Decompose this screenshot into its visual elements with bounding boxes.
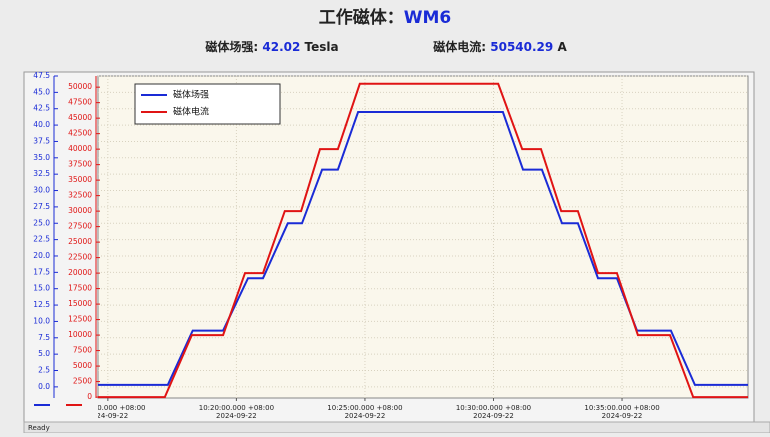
status-bar	[23, 421, 770, 434]
y2-tick-label: 15000	[68, 299, 92, 308]
title: 工作磁体：WM6	[319, 7, 452, 28]
x-tick-label: 10:25:00.000 +08:00	[327, 404, 402, 412]
y-tick-label: 20.0	[33, 251, 50, 260]
legend-label: 磁体电流	[173, 106, 209, 118]
y2-tick-label: 45000	[68, 113, 92, 122]
y2-tick-label: 0	[87, 392, 92, 401]
field-unit: Tesla	[305, 40, 339, 54]
y-tick-label: 15.0	[33, 284, 50, 293]
y2-tick-label: 42500	[68, 129, 92, 138]
y-tick-label: 35.0	[33, 153, 50, 162]
y2-tick-label: 20000	[68, 268, 92, 277]
y-tick-label: 40.0	[33, 120, 50, 129]
y-tick-label: 22.5	[33, 235, 50, 244]
plot-area	[97, 75, 749, 399]
y2-tick-label: 50000	[68, 82, 92, 91]
field-value: 42.02	[262, 40, 300, 54]
x-axis-labels: 10:15:00.000 +08:002024-09-2210:20:00.00…	[70, 398, 660, 420]
y-tick-label: 45.0	[33, 87, 50, 96]
y-tick-label: 5.0	[38, 349, 50, 358]
y-tick-label: 10.0	[33, 316, 50, 325]
y2-tick-label: 7500	[73, 346, 92, 355]
y2-tick-label: 12500	[68, 315, 92, 324]
field-readout: 磁体场强: 42.02 Tesla	[204, 39, 338, 54]
y2-tick-label: 2500	[73, 377, 92, 386]
y-tick-label: 32.5	[33, 169, 50, 178]
x-tick-date: 2024-09-22	[473, 412, 514, 420]
y2-tick-label: 22500	[68, 253, 92, 262]
y2-tick-label: 37500	[68, 160, 92, 169]
series-line	[98, 82, 748, 399]
title-prefix: 工作磁体：	[319, 7, 404, 28]
y2-tick-label: 25000	[68, 237, 92, 246]
current-label: 磁体电流:	[432, 39, 486, 54]
y-tick-label: 25.0	[33, 218, 50, 227]
y2-tick-label: 32500	[68, 191, 92, 200]
y2-tick-label: 10000	[68, 330, 92, 339]
y-tick-label: 0.0	[38, 382, 50, 391]
x-tick-label: 10:15:00.000 +08:00	[70, 404, 145, 412]
x-tick-label: 10:20:00.000 +08:00	[199, 404, 274, 412]
current-value: 50540.29	[490, 40, 553, 54]
y2-tick-label: 30000	[68, 206, 92, 215]
y2-tick-label: 35000	[68, 175, 92, 184]
y-tick-label: 47.5	[33, 71, 50, 80]
title-magnet: WM6	[404, 8, 452, 28]
y-tick-label: 12.5	[33, 300, 50, 309]
y-tick-label: 42.5	[33, 104, 50, 113]
y2-tick-label: 5000	[73, 361, 92, 370]
current-unit: A	[557, 40, 567, 54]
x-tick-label: 10:35:00.000 +08:00	[584, 404, 659, 412]
y2-tick-label: 47500	[68, 98, 92, 107]
legend-box	[134, 83, 281, 125]
field-label: 磁体场强:	[204, 39, 258, 54]
y2-tick-label: 17500	[68, 284, 92, 293]
status-text: Ready	[28, 424, 50, 432]
y-tick-label: 2.5	[38, 366, 50, 375]
x-tick-date: 2024-09-22	[602, 412, 643, 420]
y-tick-label: 7.5	[38, 333, 50, 342]
y2-tick-label: 40000	[68, 144, 92, 153]
legend-label: 磁体场强	[173, 89, 209, 101]
x-tick-date: 2024-09-22	[345, 412, 386, 420]
y-tick-label: 17.5	[33, 267, 50, 276]
y-tick-label: 37.5	[33, 136, 50, 145]
x-tick-label: 10:30:00.000 +08:00	[456, 404, 531, 412]
current-readout: 磁体电流: 50540.29 A	[432, 39, 567, 54]
y-tick-label: 30.0	[33, 186, 50, 195]
x-tick-date: 2024-09-22	[88, 412, 129, 420]
y2-tick-label: 27500	[68, 222, 92, 231]
y-tick-label: 27.5	[33, 202, 50, 211]
x-tick-date: 2024-09-22	[216, 412, 257, 420]
